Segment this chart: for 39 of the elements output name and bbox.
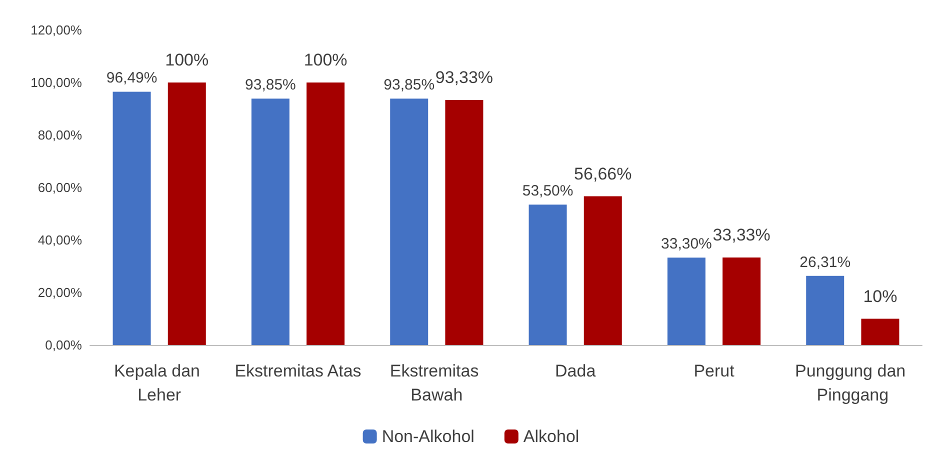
bar [667, 258, 706, 345]
legend-label: Alkohol [523, 427, 580, 446]
data-label: 33,33% [712, 226, 770, 245]
y-tick-label: 20,00% [38, 285, 82, 300]
data-label: 56,66% [574, 164, 632, 184]
bar [445, 100, 484, 345]
bar [861, 318, 900, 345]
x-tick-label: Dada [555, 362, 596, 380]
y-tick-label: 0,00% [45, 338, 82, 352]
data-label: 10% [863, 286, 898, 306]
data-label: 33,30% [661, 236, 712, 253]
bar [168, 82, 206, 345]
data-label: 93,85% [384, 76, 435, 94]
bar [722, 258, 761, 345]
data-label: 100% [165, 50, 209, 70]
bar [251, 98, 290, 345]
x-tick-label: Ekstremitas Bawah [390, 362, 484, 404]
bar [390, 98, 428, 345]
x-tick-label: Punggung dan Pinggang [794, 362, 910, 404]
bar [806, 276, 844, 345]
data-label: 96,49% [106, 70, 158, 87]
data-label: 26,31% [800, 254, 851, 271]
data-label: 100% [304, 50, 348, 70]
y-tick-label: 60,00% [38, 180, 82, 195]
x-tick-label: Ekstremitas Atas [234, 362, 362, 380]
bar [528, 204, 567, 345]
x-tick-label: Kepala dan Leher [114, 362, 205, 404]
bar [306, 82, 345, 345]
y-tick-label: 120,00% [30, 22, 82, 38]
y-tick-label: 80,00% [38, 128, 82, 142]
bar [112, 92, 151, 345]
bar [584, 196, 622, 345]
data-label: 93,85% [245, 76, 296, 94]
x-tick-label: Perut [694, 362, 735, 380]
data-label: 53,50% [522, 182, 574, 200]
y-tick-label: 40,00% [38, 232, 82, 248]
legend-label: Non-Alkohol [382, 427, 474, 446]
data-label: 93,33% [435, 68, 494, 88]
y-tick-label: 100,00% [30, 75, 82, 90]
